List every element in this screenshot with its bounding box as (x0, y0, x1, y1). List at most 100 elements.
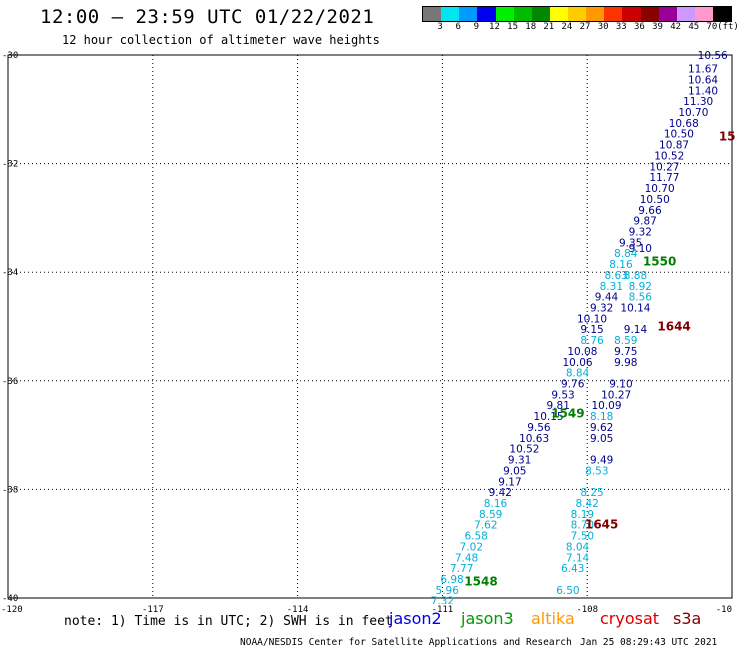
legend-swatch (477, 7, 496, 21)
wave-height-label: 9.44 (595, 292, 619, 304)
wave-height-label: 10.10 (577, 313, 607, 325)
wave-height-label: 9.87 (633, 216, 656, 228)
wave-height-label: 7.50 (571, 531, 594, 543)
legend-label: 36 (633, 22, 645, 32)
pass-time-label: 15 (719, 129, 736, 143)
wave-height-label: 10.14 (620, 302, 650, 314)
wave-height-label: 8.16 (484, 498, 508, 510)
satellite-jason3: jason3 (461, 609, 514, 628)
wave-height-label: 9.76 (561, 379, 585, 391)
legend-swatch (423, 7, 442, 21)
wave-height-label: 8.04 (566, 541, 590, 553)
wave-height-label: 9.14 (624, 324, 648, 336)
wave-height-label: 6.98 (440, 574, 463, 586)
page-title: 12:00 – 23:59 UTC 01/22/2021 (40, 6, 375, 28)
wave-height-label: 9.17 (498, 476, 521, 488)
legend-swatch (441, 7, 460, 21)
wave-height-label: 8.42 (576, 498, 599, 510)
wave-height-label: 8.56 (629, 292, 653, 304)
lat-tick-label: -36 (2, 377, 18, 387)
wave-height-label: 9.15 (580, 324, 603, 336)
lon-tick-label: -111 (432, 605, 454, 615)
legend-swatch (531, 7, 550, 21)
wave-height-label: 10.27 (649, 161, 679, 173)
wave-height-label: 10.63 (519, 433, 549, 445)
wave-height-label: 9.32 (629, 226, 652, 238)
legend-swatch (676, 7, 695, 21)
wave-height-label: 8.84 (614, 248, 638, 260)
wave-height-label: 11.67 (688, 64, 718, 76)
legend-label: 3 (437, 22, 443, 32)
wave-height-label: 10.50 (664, 129, 694, 141)
lon-tick-label: -10 (716, 605, 732, 615)
wave-height-label: 8.19 (571, 509, 594, 521)
wave-height-label: 10.70 (678, 107, 708, 119)
wave-height-label: 9.62 (590, 422, 613, 434)
satellite-altika: altika (531, 609, 575, 628)
wave-height-label: 8.76 (580, 335, 604, 347)
wave-height-label: 9.81 (547, 400, 570, 412)
wave-height-label: 10.06 (563, 357, 593, 369)
lat-tick-label: -38 (2, 485, 18, 495)
legend-label: 12 (489, 22, 500, 32)
wave-height-label: 10.09 (591, 400, 621, 412)
lon-tick-label: -120 (1, 605, 23, 615)
satellite-jason2: jason2 (389, 609, 442, 628)
legend-unit: (ft) (717, 22, 739, 32)
wave-height-label: 8.25 (580, 487, 603, 499)
wave-height-label: 11.40 (688, 85, 718, 97)
wave-height-label: 7.77 (450, 563, 473, 575)
legend-swatch (640, 7, 659, 21)
wave-height-label: 9.05 (590, 433, 613, 445)
legend-swatch (658, 7, 677, 21)
wave-height-label: 10.64 (688, 74, 718, 86)
wave-height-label: 8.59 (614, 335, 637, 347)
wave-height-label: 8.70 (571, 520, 594, 532)
lon-tick-label: -114 (287, 605, 309, 615)
page-subtitle: 12 hour collection of altimeter wave hei… (62, 33, 380, 47)
legend-label: 15 (507, 22, 518, 32)
wave-height-label: 9.10 (609, 379, 632, 391)
legend-label: 27 (579, 22, 591, 32)
legend-label: 21 (543, 22, 555, 32)
lat-tick-label: -34 (2, 268, 18, 278)
wave-height-label: 11.77 (649, 172, 679, 184)
wave-height-label: 8.92 (629, 281, 652, 293)
legend-swatch (549, 7, 568, 21)
wave-height-label: 9.05 (503, 465, 526, 477)
wave-height-label: 9.66 (638, 205, 662, 217)
wave-height-label: 10.52 (654, 150, 684, 162)
wave-height-label: 9.31 (508, 455, 531, 467)
wave-height-label: 8.18 (590, 411, 613, 423)
satellite-cryosat: cryosat (600, 609, 660, 628)
wave-height-label: 7.02 (460, 541, 483, 553)
legend-label: 9 (473, 22, 480, 32)
credit-text: NOAA/NESDIS Center for Satellite Applica… (240, 637, 572, 648)
wave-height-label: 10.56 (698, 50, 728, 62)
timestamp: Jan 25 08:29:43 UTC 2021 (580, 637, 718, 648)
wave-height-label: 9.10 (629, 243, 652, 255)
wave-height-label: 10.27 (601, 389, 631, 401)
wave-height-label: 9.42 (489, 487, 512, 499)
wave-height-label: 10.87 (659, 140, 689, 152)
legend-swatch (694, 7, 713, 21)
legend-label: 30 (597, 22, 609, 32)
legend-label: 33 (615, 22, 627, 32)
wave-height-label: 8.63 (604, 270, 627, 282)
data-layer: 10.5611.6710.6411.4011.3010.7010.6810.50… (431, 50, 736, 604)
wave-height-label: 5.96 (436, 585, 460, 597)
wave-height-label: 6.43 (561, 563, 584, 575)
legend-swatch (604, 7, 623, 21)
footer-note: note: 1) Time is in UTC; 2) SWH is in fe… (64, 614, 393, 629)
legend-swatch (459, 7, 478, 21)
legend-swatch (513, 7, 532, 21)
wave-height-label: 9.35 (619, 237, 642, 249)
legend-label: 39 (652, 22, 663, 32)
wave-height-label: 9.75 (614, 346, 637, 358)
legend-swatch (586, 7, 605, 21)
wave-height-label: 8.88 (624, 270, 647, 282)
plot-frame (7, 54, 733, 599)
wave-height-label: 10.52 (509, 444, 539, 456)
wave-height-label: 9.49 (590, 455, 613, 467)
